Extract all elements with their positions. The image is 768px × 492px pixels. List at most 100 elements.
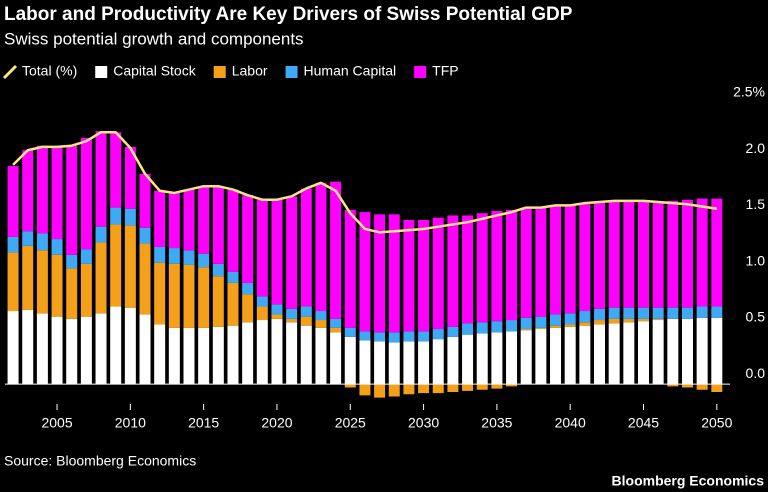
x-tick-label: 2040 <box>555 415 586 431</box>
bar-segment <box>80 137 92 250</box>
bar-segment <box>638 318 649 322</box>
bar-segment <box>491 321 503 333</box>
bar-segment <box>711 317 723 385</box>
legend: Total (%) Capital Stock Labor Human Capital… <box>2 63 459 80</box>
bar-segment <box>681 318 693 385</box>
bar-segment <box>447 326 459 337</box>
source: Source: Bloomberg Economics <box>4 453 196 469</box>
bar-segment <box>124 146 136 209</box>
bar-segment <box>520 329 532 331</box>
bar-segment <box>344 336 356 385</box>
bar-segment <box>183 264 195 328</box>
bar-segment <box>667 307 679 319</box>
bar-segment <box>696 317 708 385</box>
bar-segment <box>22 150 34 232</box>
bar-segment <box>95 131 107 227</box>
bar-segment <box>7 165 19 237</box>
bar-segment <box>22 309 34 385</box>
bar-segment <box>667 384 679 387</box>
bar-segment <box>286 322 298 385</box>
y-tick-label: 2.0 <box>746 140 766 156</box>
bar-segment <box>271 318 283 385</box>
chart-subtitle: Swiss potential growth and components <box>4 29 304 48</box>
bar-segment <box>681 384 693 388</box>
bar-segment <box>432 384 444 394</box>
bar-segment <box>36 233 48 251</box>
y-tick-label: 1.5 <box>746 196 766 212</box>
bar-segment <box>506 384 518 387</box>
bar-segment <box>330 181 342 319</box>
bar-segment <box>696 198 708 307</box>
bar-segment <box>256 320 268 385</box>
bar-segment <box>154 324 166 385</box>
bar-segment <box>579 311 591 323</box>
y-tick-label: 2.5% <box>733 84 765 100</box>
bar-segment <box>374 332 386 342</box>
bar-segment <box>139 314 151 385</box>
bar-segment <box>110 132 122 208</box>
bar-segment <box>491 384 503 389</box>
bar-segment <box>491 332 503 385</box>
bar-segment <box>7 311 19 385</box>
bar-segment <box>139 243 151 315</box>
bar-segment <box>403 331 415 342</box>
bar-segment <box>594 324 606 385</box>
bar-segment <box>256 296 268 307</box>
bar-segment <box>594 320 606 325</box>
bar-segment <box>271 199 283 305</box>
bar-segment <box>154 262 166 325</box>
bar-segment <box>300 325 312 385</box>
x-tick-label: 2005 <box>41 415 72 431</box>
bar-segment <box>51 254 63 317</box>
bar-segment <box>432 339 444 385</box>
bar-segment <box>7 236 19 253</box>
bar-segment <box>550 205 562 315</box>
bar-segment <box>212 326 224 385</box>
bar-segment <box>36 145 48 234</box>
bar-segment <box>300 188 312 307</box>
bar-segment <box>168 192 180 249</box>
bar-segment <box>330 327 342 333</box>
bar-segment <box>286 196 298 309</box>
bar-segment <box>359 340 371 385</box>
bar-segment <box>476 213 488 323</box>
bar-segment <box>579 325 591 385</box>
bar-segment <box>227 271 239 283</box>
bar-segment <box>462 334 474 385</box>
bar-segment <box>374 341 386 385</box>
bar-segment <box>388 384 400 397</box>
bar-segment <box>198 186 210 254</box>
bar-segment <box>80 263 92 317</box>
bar-segment <box>564 326 576 385</box>
bar-segment <box>418 219 430 332</box>
bar-segment <box>198 327 210 385</box>
bar-segment <box>652 320 664 385</box>
x-tick-label: 2030 <box>408 415 439 431</box>
bar-segment <box>154 246 166 263</box>
bar-segment <box>652 318 664 321</box>
bar-segment <box>535 327 547 330</box>
bar-segment <box>359 384 371 396</box>
bar-segment <box>579 322 591 326</box>
bar-segment <box>66 268 78 319</box>
x-tick-label: 2020 <box>261 415 292 431</box>
bar-segment <box>80 249 92 264</box>
bar-segment <box>95 313 107 385</box>
bar-segment <box>168 327 180 385</box>
x-tick-label: 2015 <box>188 415 219 431</box>
bar-segment <box>608 307 620 319</box>
bar-segment <box>623 318 635 323</box>
bar-segment <box>638 321 649 385</box>
bar-segment <box>696 306 708 318</box>
bar-segment <box>608 318 620 324</box>
bar-segment <box>564 313 576 325</box>
bar-segment <box>300 306 312 317</box>
bar-segment <box>520 317 532 330</box>
bar-segment <box>520 330 532 385</box>
bar-segment <box>95 226 107 243</box>
legend-swatch <box>414 66 427 78</box>
bar-segment <box>667 318 679 385</box>
bar-segment <box>711 198 723 307</box>
footer: Bloomberg Economics <box>612 473 765 489</box>
bar-segment <box>388 332 400 343</box>
